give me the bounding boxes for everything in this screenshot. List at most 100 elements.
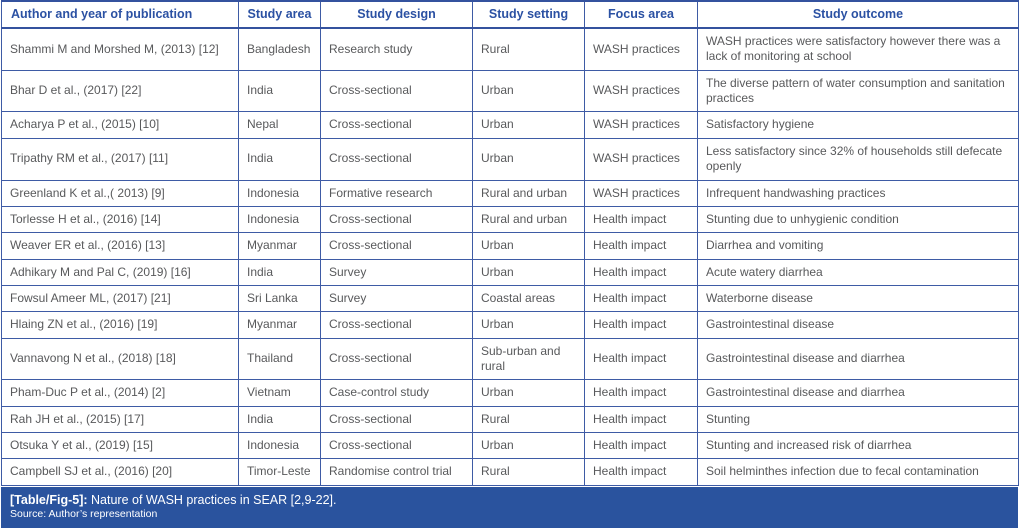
cell-author: Tripathy RM et al., (2017) [11] [1,137,239,181]
table-caption-text: Nature of WASH practices in SEAR [2,9-22… [91,492,337,507]
cell-study-outcome: Acute watery diarrhea [697,258,1019,286]
cell-author: Vannavong N et al., (2018) [18] [1,337,239,381]
table-row: Fowsul Ameer ML, (2017) [21] Sri Lanka S… [1,284,1019,313]
cell-focus-area: Health impact [584,405,698,434]
table-row: Vannavong N et al., (2018) [18] Thailand… [1,337,1019,381]
cell-study-area: Indonesia [238,205,321,234]
cell-study-area: India [238,405,321,434]
cell-study-design: Cross-sectional [320,111,473,139]
cell-focus-area: Health impact [584,232,698,260]
cell-study-outcome: Gastrointestinal disease [697,311,1019,339]
cell-study-area: Thailand [238,337,321,381]
cell-study-area: Indonesia [238,179,321,207]
cell-study-setting: Rural [472,27,585,71]
table-row: Campbell SJ et al., (2016) [20] Timor-Le… [1,458,1019,486]
cell-study-setting: Urban [472,379,585,407]
table-row: Tripathy RM et al., (2017) [11] India Cr… [1,137,1019,181]
cell-study-outcome: WASH practices were satisfactory however… [697,27,1019,71]
cell-study-setting: Urban [472,232,585,260]
cell-study-area: India [238,137,321,181]
cell-study-outcome: Infrequent handwashing practices [697,179,1019,207]
cell-study-design: Formative research [320,179,473,207]
cell-study-design: Cross-sectional [320,405,473,434]
cell-focus-area: WASH practices [584,27,698,71]
cell-study-design: Cross-sectional [320,232,473,260]
table-row: Greenland K et al.,( 2013) [9] Indonesia… [1,179,1019,207]
cell-author: Adhikary M and Pal C, (2019) [16] [1,258,239,286]
cell-study-setting: Rural [472,405,585,434]
cell-focus-area: Health impact [584,284,698,313]
cell-study-outcome: Waterborne disease [697,284,1019,313]
cell-study-area: Indonesia [238,432,321,460]
column-header-study-design: Study design [320,0,473,29]
cell-study-outcome: Gastrointestinal disease and diarrhea [697,379,1019,407]
table-row: Otsuka Y et al., (2019) [15] Indonesia C… [1,432,1019,460]
cell-study-area: India [238,258,321,286]
cell-focus-area: Health impact [584,337,698,381]
cell-study-area: Nepal [238,111,321,139]
cell-author: Pham-Duc P et al., (2014) [2] [1,379,239,407]
cell-study-outcome: Stunting [697,405,1019,434]
cell-study-design: Survey [320,258,473,286]
cell-focus-area: WASH practices [584,137,698,181]
cell-author: Torlesse H et al., (2016) [14] [1,205,239,234]
cell-study-design: Randomise control trial [320,458,473,486]
header-row: Author and year of publication Study are… [1,0,1019,29]
cell-study-design: Research study [320,27,473,71]
cell-study-outcome: Diarrhea and vomiting [697,232,1019,260]
table-row: Adhikary M and Pal C, (2019) [16] India … [1,258,1019,286]
cell-study-design: Cross-sectional [320,432,473,460]
table-figure-label: [Table/Fig-5]: [10,492,88,507]
cell-study-area: India [238,69,321,113]
cell-focus-area: Health impact [584,258,698,286]
cell-focus-area: WASH practices [584,111,698,139]
cell-study-design: Case-control study [320,379,473,407]
column-header-focus-area: Focus area [584,0,698,29]
table-row: Bhar D et al., (2017) [22] India Cross-s… [1,69,1019,113]
cell-focus-area: Health impact [584,432,698,460]
cell-study-design: Cross-sectional [320,205,473,234]
table-row: Acharya P et al., (2015) [10] Nepal Cros… [1,111,1019,139]
cell-author: Campbell SJ et al., (2016) [20] [1,458,239,486]
table-source-note: Source: Author’s representation [10,508,158,521]
cell-author: Rah JH et al., (2015) [17] [1,405,239,434]
cell-study-design: Cross-sectional [320,311,473,339]
cell-study-outcome: The diverse pattern of water consumption… [697,69,1019,113]
table-caption: [Table/Fig-5]: Nature of WASH practices … [10,492,1009,508]
cell-study-outcome: Gastrointestinal disease and diarrhea [697,337,1019,381]
cell-study-area: Sri Lanka [238,284,321,313]
cell-author: Weaver ER et al., (2016) [13] [1,232,239,260]
cell-study-setting: Urban [472,311,585,339]
cell-author: Bhar D et al., (2017) [22] [1,69,239,113]
table-row: Torlesse H et al., (2016) [14] Indonesia… [1,205,1019,234]
column-header-study-area: Study area [238,0,321,29]
cell-focus-area: WASH practices [584,69,698,113]
cell-focus-area: Health impact [584,311,698,339]
cell-study-setting: Urban [472,111,585,139]
table-body: Shammi M and Morshed M, (2013) [12] Bang… [1,27,1019,486]
cell-focus-area: Health impact [584,205,698,234]
column-header-study-setting: Study setting [472,0,585,29]
cell-study-outcome: Stunting and increased risk of diarrhea [697,432,1019,460]
cell-study-setting: Urban [472,137,585,181]
cell-study-setting: Rural [472,458,585,486]
cell-study-outcome: Satisfactory hygiene [697,111,1019,139]
cell-focus-area: WASH practices [584,179,698,207]
cell-study-area: Timor-Leste [238,458,321,486]
cell-focus-area: Health impact [584,458,698,486]
table-header: Author and year of publication Study are… [1,0,1019,29]
cell-study-setting: Urban [472,69,585,113]
table-row: Weaver ER et al., (2016) [13] Myanmar Cr… [1,232,1019,260]
cell-study-area: Myanmar [238,232,321,260]
cell-study-outcome: Soil helminthes infection due to fecal c… [697,458,1019,486]
cell-study-design: Cross-sectional [320,337,473,381]
cell-study-setting: Sub-urban and rural [472,337,585,381]
cell-author: Fowsul Ameer ML, (2017) [21] [1,284,239,313]
cell-study-area: Vietnam [238,379,321,407]
cell-study-area: Myanmar [238,311,321,339]
cell-author: Greenland K et al.,( 2013) [9] [1,179,239,207]
cell-author: Acharya P et al., (2015) [10] [1,111,239,139]
table-row: Hlaing ZN et al., (2016) [19] Myanmar Cr… [1,311,1019,339]
cell-study-setting: Coastal areas [472,284,585,313]
